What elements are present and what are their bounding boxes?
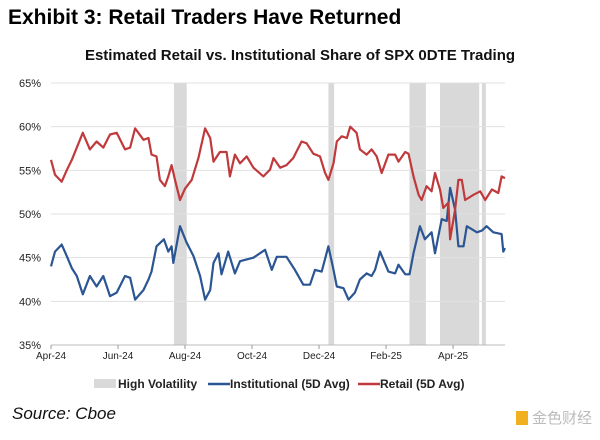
y-tick-label: 40% xyxy=(19,296,41,308)
x-tick-label: Aug-24 xyxy=(169,351,202,362)
y-tick-label: 35% xyxy=(19,340,41,352)
x-tick-label: Dec-24 xyxy=(303,351,336,362)
y-tick-label: 50% xyxy=(19,209,41,221)
x-tick-label: Feb-25 xyxy=(370,351,402,362)
watermark-logo: 金色财经 xyxy=(515,407,592,428)
x-tick-label: Apr-25 xyxy=(438,351,468,362)
source-note: Source: Cboe xyxy=(12,404,116,423)
legend-label-institutional: Institutional (5D Avg) xyxy=(230,377,350,391)
series-line-institutional xyxy=(49,186,506,301)
exhibit-title: Exhibit 3: Retail Traders Have Returned xyxy=(8,6,402,29)
x-tick-label: Oct-24 xyxy=(237,351,267,362)
logo-icon xyxy=(515,410,528,425)
series-line-retail xyxy=(49,125,506,241)
x-tick-label: Apr-24 xyxy=(36,351,66,362)
y-tick-label: 55% xyxy=(19,165,41,177)
y-tick-label: 45% xyxy=(19,253,41,265)
legend-label-high-volatility: High Volatility xyxy=(118,377,197,391)
x-tick-label: Jun-24 xyxy=(103,351,134,362)
chart-title: Estimated Retail vs. Institutional Share… xyxy=(84,47,516,64)
y-tick-label: 65% xyxy=(19,78,41,90)
watermark-text: 金色财经 xyxy=(531,410,592,427)
legend-swatch-high-volatility xyxy=(94,379,116,388)
y-tick-label: 60% xyxy=(19,122,41,134)
legend-label-retail: Retail (5D Avg) xyxy=(380,377,464,391)
